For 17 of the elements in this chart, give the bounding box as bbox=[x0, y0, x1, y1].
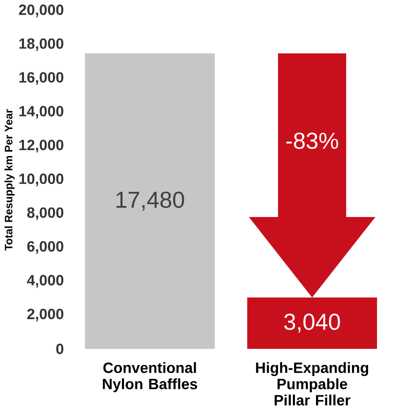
y-tick-label: 0 bbox=[56, 344, 64, 354]
data-label: 3,040 bbox=[284, 314, 340, 333]
annotation: -83% bbox=[286, 132, 338, 149]
x-tick-label: Conventional Nylon Baffles bbox=[102, 362, 198, 392]
y-tick-label: 2,000 bbox=[27, 308, 64, 322]
y-axis-title: Total Resupply km Per Year bbox=[4, 109, 14, 251]
y-tick-label: 16,000 bbox=[19, 72, 64, 85]
y-tick-label: 10,000 bbox=[19, 174, 64, 186]
y-tick-label: 18,000 bbox=[19, 38, 64, 51]
y-tick-label: 14,000 bbox=[19, 106, 64, 119]
y-tick-label: 12,000 bbox=[19, 140, 64, 152]
x-tick-label: High-Expanding Pumpable Pillar Filler bbox=[256, 362, 368, 406]
y-tick-label: 8,000 bbox=[27, 207, 64, 220]
y-tick-label: 6,000 bbox=[27, 241, 64, 254]
data-label: 17,480 bbox=[116, 192, 184, 211]
y-tick-label: 4,000 bbox=[26, 274, 64, 288]
y-tick-label: 20,000 bbox=[18, 4, 64, 18]
